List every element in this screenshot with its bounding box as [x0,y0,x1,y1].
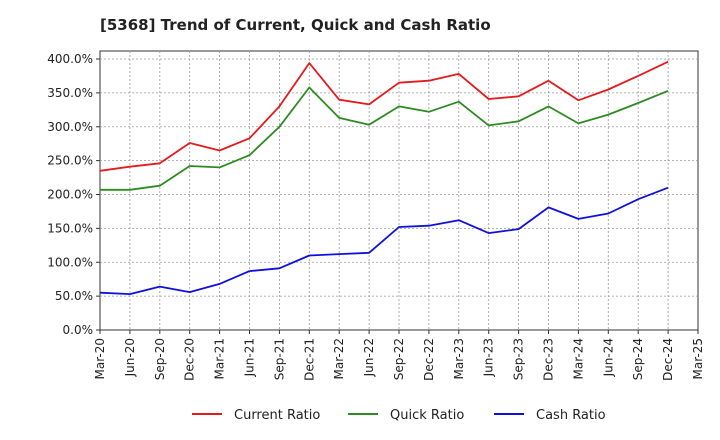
x-tick-label: Sep-20 [153,338,167,380]
y-tick-label: 50.0% [55,289,93,303]
y-tick-label: 250.0% [47,154,93,168]
x-tick-label: Jun-20 [123,338,137,377]
legend-label: Quick Ratio [390,408,464,423]
y-tick-label: 150.0% [47,221,93,235]
x-tick-label: Sep-22 [392,338,406,380]
y-tick-label: 100.0% [47,255,93,269]
x-tick-label: Sep-23 [512,338,526,380]
x-tick-label: Dec-20 [183,338,197,381]
y-tick-label: 350.0% [47,86,93,100]
x-tick-label: Mar-22 [332,338,346,379]
x-tick-label: Dec-21 [302,338,316,381]
x-tick-label: Sep-24 [631,338,645,380]
legend-label: Current Ratio [234,408,320,423]
series-lines [99,60,669,296]
x-tick-label: Mar-20 [93,338,107,379]
x-tick-label: Dec-23 [542,338,556,381]
chart-title: [5368] Trend of Current, Quick and Cash … [100,16,491,34]
x-tick-label: Jun-24 [601,338,615,377]
y-tick-label: 0.0% [63,323,94,337]
x-tick-label: Jun-22 [362,338,376,377]
x-tick-label: Mar-21 [213,338,227,379]
series-line-quick-ratio [100,86,669,191]
y-axis-ticks: 0.0% 50.0% 100.0% 150.0% 200.0% 250.0% 300.0% 3… [47,52,100,337]
x-tick-label: Sep-21 [272,338,286,380]
x-tick-label: Dec-22 [422,338,436,381]
y-tick-label: 200.0% [47,188,93,202]
legend: Current Ratio Quick Ratio Cash Ratio [192,408,606,423]
x-tick-label: Mar-25 [691,338,705,379]
legend-label: Cash Ratio [536,408,606,423]
x-tick-label: Dec-24 [661,338,675,381]
y-tick-label: 400.0% [47,52,93,66]
x-tick-label: Mar-23 [452,338,466,379]
series-line-cash-ratio [99,186,669,296]
x-axis-ticks: Mar-20 Jun-20 Sep-20 Dec-20 Mar-21 Jun-21 Sep-… [93,330,705,381]
series-line-current-ratio [99,60,669,172]
x-tick-label: Jun-21 [243,338,257,377]
x-tick-label: Jun-23 [482,338,496,377]
y-tick-label: 300.0% [47,120,93,134]
x-tick-label: Mar-24 [571,338,585,379]
